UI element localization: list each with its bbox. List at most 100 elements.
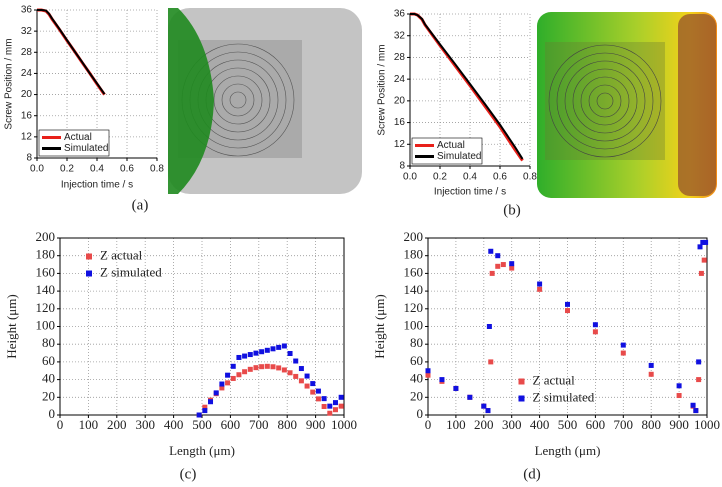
x-tick-label: 0.4 <box>463 172 477 183</box>
point <box>690 402 696 408</box>
point <box>509 261 515 267</box>
point <box>488 248 494 254</box>
y-tick-label: 32 <box>394 30 406 41</box>
y-tick-label: 120 <box>404 300 424 315</box>
series-line <box>37 9 106 95</box>
point <box>202 408 208 414</box>
x-axis-title: Injection time / s <box>434 187 506 198</box>
y-tick-label: 100 <box>36 317 56 332</box>
x-tick-label: 0.8 <box>150 164 164 175</box>
legend-box <box>38 129 110 157</box>
y-tick-label: 32 <box>21 26 33 37</box>
x-tick-label: 700 <box>249 417 269 432</box>
point <box>703 239 709 245</box>
series-line <box>410 13 524 160</box>
point <box>338 403 344 409</box>
y-axis-title: Screw Position / mm <box>377 44 388 135</box>
x-tick-label: 0.0 <box>403 172 417 183</box>
y-tick-label: 60 <box>42 353 55 368</box>
point <box>264 363 270 369</box>
y-tick-label: 120 <box>36 300 56 315</box>
point <box>247 352 253 358</box>
point <box>242 353 248 359</box>
point <box>592 329 598 335</box>
point <box>225 372 231 378</box>
point <box>485 408 491 414</box>
y-tick-label: 8 <box>26 153 32 164</box>
point <box>264 347 270 353</box>
y-tick-label: 40 <box>42 371 55 386</box>
y-tick-label: 160 <box>404 264 424 279</box>
point <box>315 396 321 402</box>
point <box>270 346 276 352</box>
point <box>500 262 506 268</box>
y-tick-label: 200 <box>404 229 424 244</box>
legend-label: Z actual <box>100 247 143 262</box>
point <box>293 373 299 379</box>
point <box>495 263 501 269</box>
point <box>495 253 501 259</box>
x-tick-label: 100 <box>446 417 466 432</box>
legend-swatch <box>86 270 92 277</box>
point <box>202 404 208 410</box>
point <box>696 359 702 365</box>
point <box>219 385 225 391</box>
x-tick-label: 500 <box>192 417 212 432</box>
point <box>196 412 202 418</box>
point <box>310 381 316 387</box>
point <box>425 368 431 374</box>
x-tick-label: 700 <box>614 417 634 432</box>
point <box>565 308 570 314</box>
point <box>338 394 344 400</box>
y-tick-label: 20 <box>42 388 55 403</box>
x-tick-label: 0.6 <box>120 164 134 175</box>
x-tick-label: 0.4 <box>90 164 104 175</box>
point <box>676 393 682 399</box>
point <box>648 371 654 377</box>
point <box>253 350 259 356</box>
caption: (c) <box>180 466 197 482</box>
point <box>489 270 495 276</box>
y-tick-label: 16 <box>21 110 33 121</box>
point <box>321 404 327 410</box>
x-tick-label: 400 <box>530 417 550 432</box>
point <box>219 381 225 387</box>
point <box>287 370 293 376</box>
x-tick-label: 0.2 <box>433 172 447 183</box>
point <box>565 301 570 307</box>
point <box>693 408 699 414</box>
y-tick-label: 20 <box>410 388 423 403</box>
point <box>332 407 338 413</box>
y-tick-label: 140 <box>404 282 424 297</box>
x-tick-label: 0 <box>57 417 64 432</box>
y-tick-label: 12 <box>21 131 33 142</box>
y-tick-label: 24 <box>21 68 33 79</box>
axes <box>36 10 157 159</box>
point <box>225 380 231 386</box>
y-tick-label: 80 <box>42 335 55 350</box>
point <box>236 372 242 378</box>
x-tick-label: 600 <box>586 417 606 432</box>
point <box>242 369 248 375</box>
point <box>281 367 287 373</box>
x-tick-label: 0.6 <box>493 172 507 183</box>
point <box>208 399 214 405</box>
point <box>287 350 293 356</box>
point <box>281 343 287 349</box>
point <box>696 377 702 383</box>
point <box>332 400 338 406</box>
point <box>486 324 492 329</box>
plot-frame <box>427 237 708 416</box>
x-tick-label: 1000 <box>331 417 357 432</box>
x-tick-label: 400 <box>164 417 184 432</box>
plot-frame <box>59 237 345 416</box>
x-axis-title: Length (μm) <box>535 443 601 458</box>
simulation-image-b <box>537 12 717 198</box>
x-tick-label: 0.2 <box>60 164 74 175</box>
y-tick-label: 100 <box>404 317 424 332</box>
point <box>537 286 543 292</box>
y-tick-label: 180 <box>36 247 56 262</box>
point <box>698 270 704 276</box>
point <box>700 239 706 245</box>
point <box>701 257 707 263</box>
